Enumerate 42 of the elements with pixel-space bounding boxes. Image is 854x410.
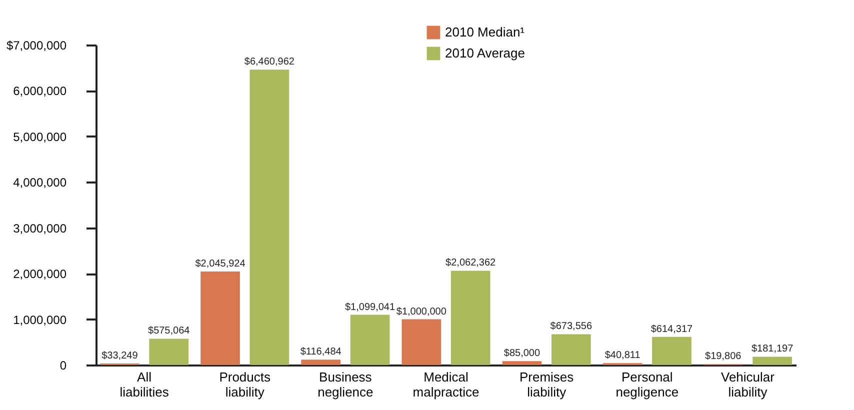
x-tick-label: Personal negligence bbox=[616, 370, 679, 400]
data-label: $33,249 bbox=[102, 350, 138, 362]
legend-label: 2010 Median¹ bbox=[445, 24, 526, 40]
data-label: $181,197 bbox=[751, 344, 794, 355]
data-label: $85,000 bbox=[504, 348, 540, 360]
y-tick-label: 1,000,000 bbox=[13, 312, 67, 327]
y-tick-label: $7,000,000 bbox=[6, 38, 67, 52]
data-label: $673,556 bbox=[550, 321, 592, 332]
bar bbox=[652, 336, 692, 365]
bar bbox=[551, 334, 591, 365]
data-label: $575,064 bbox=[148, 326, 190, 337]
bar bbox=[752, 356, 792, 365]
y-tick-label: 3,000,000 bbox=[13, 221, 67, 236]
data-label: $2,045,924 bbox=[195, 258, 246, 270]
x-tick-label: Vehicular liability bbox=[720, 370, 776, 400]
bar bbox=[250, 70, 290, 365]
data-label: $6,460,962 bbox=[244, 56, 295, 68]
data-label: $19,806 bbox=[705, 351, 742, 362]
y-tick-label: 6,000,000 bbox=[13, 84, 67, 98]
y-tick-label: 5,000,000 bbox=[13, 130, 67, 144]
data-label: $116,484 bbox=[300, 346, 342, 358]
x-tick-label: Medical malpractice bbox=[412, 370, 480, 400]
bar bbox=[502, 361, 542, 365]
data-label: $1,099,041 bbox=[344, 302, 396, 313]
x-tick-label: Premises liability bbox=[519, 370, 574, 400]
y-tick-label: 2,000,000 bbox=[13, 267, 67, 282]
data-label: $2,062,362 bbox=[446, 258, 496, 269]
data-label: $1,000,000 bbox=[396, 306, 447, 318]
x-tick-label: Business neglience bbox=[318, 370, 374, 400]
y-tick-label: 0 bbox=[60, 358, 67, 372]
bar bbox=[450, 270, 490, 365]
x-tick-label: Products liability bbox=[219, 370, 271, 400]
data-label: $614,317 bbox=[650, 324, 694, 335]
bar bbox=[350, 314, 390, 365]
x-tick-label: All liabilities bbox=[120, 370, 170, 400]
bar bbox=[301, 360, 341, 365]
bar bbox=[149, 338, 189, 365]
data-label: $40,811 bbox=[604, 350, 641, 362]
bar bbox=[402, 319, 442, 365]
legend-label: 2010 Average bbox=[445, 46, 525, 60]
y-tick-label: 4,000,000 bbox=[13, 176, 67, 190]
bar bbox=[200, 271, 240, 365]
